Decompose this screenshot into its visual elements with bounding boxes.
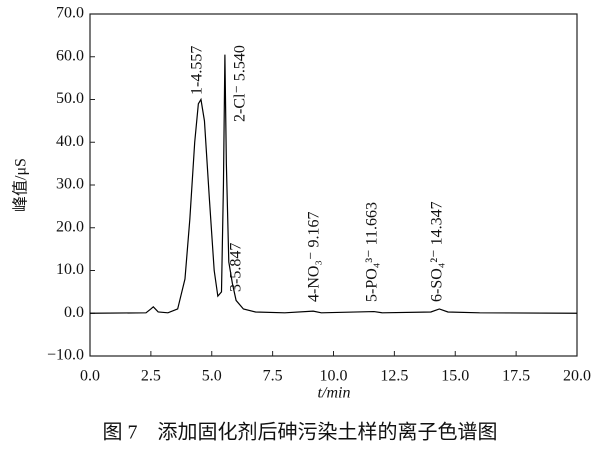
x-tick-label: 10.0: [320, 368, 348, 385]
peak-label: 5-PO₄³⁻ 11.663: [364, 202, 381, 302]
y-tick-label: 50.0: [56, 90, 84, 107]
x-tick-label: 5.0: [202, 368, 222, 385]
peak-label: 2-Cl⁻ 5.540: [232, 45, 249, 122]
y-tick-label: 60.0: [56, 47, 84, 64]
x-tick-label: 17.5: [502, 368, 530, 385]
trace-line: [89, 54, 578, 314]
x-tick-label: 20.0: [563, 368, 591, 385]
y-tick-label: 10.0: [56, 261, 84, 278]
x-tick-label: 15.0: [441, 368, 469, 385]
x-tick-label: 12.5: [380, 368, 408, 385]
peak-label: 6-SO₄²⁻ 14.347: [429, 201, 446, 302]
y-tick-label: 0.0: [64, 304, 84, 321]
y-tick-label: 70.0: [56, 5, 84, 22]
peak-label: 4-NO₃⁻ 9.167: [306, 212, 323, 302]
peak-label: 1-4.557: [189, 46, 206, 95]
x-axis-label: t/min: [318, 385, 351, 402]
x-tick-label: 2.5: [141, 368, 161, 385]
y-tick-label: 20.0: [56, 218, 84, 235]
caption: 图 7 添加固化剂后砷污染土样的离子色谱图: [103, 421, 498, 444]
peak-label: 3-5.847: [228, 243, 245, 292]
y-tick-label: 40.0: [56, 133, 84, 150]
y-axis-label: 峰值/μS: [12, 158, 30, 212]
plot-frame: [89, 13, 578, 357]
y-tick-label: 30.0: [56, 176, 84, 193]
y-tick-label: −10.0: [47, 347, 84, 364]
x-tick-label: 0.0: [80, 368, 100, 385]
x-tick-label: 7.5: [263, 368, 283, 385]
